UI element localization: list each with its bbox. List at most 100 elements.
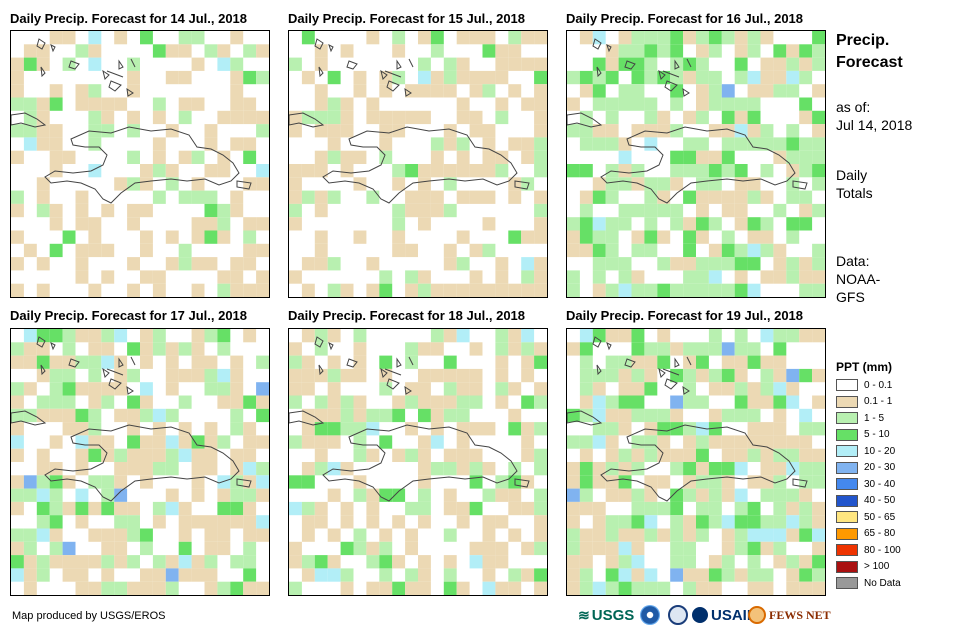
precip-cell bbox=[618, 475, 632, 489]
precip-cell bbox=[508, 230, 522, 244]
precip-cell bbox=[579, 581, 593, 595]
precip-cell bbox=[392, 243, 406, 258]
precip-cell bbox=[256, 581, 269, 595]
precip-cell bbox=[734, 70, 748, 85]
data-line1: Data: bbox=[836, 253, 870, 269]
precip-cell bbox=[760, 395, 774, 409]
precip-cell bbox=[773, 355, 787, 369]
precip-cell bbox=[152, 137, 166, 151]
precip-cell bbox=[418, 270, 431, 284]
precip-cell bbox=[786, 329, 800, 343]
precip-cell bbox=[708, 31, 722, 45]
precip-cell bbox=[734, 270, 748, 284]
precip-cell bbox=[605, 368, 619, 383]
precip-cell bbox=[696, 435, 709, 449]
precip-cell bbox=[618, 270, 632, 284]
precip-cell bbox=[618, 203, 632, 218]
precip-cell bbox=[521, 448, 535, 462]
precip-cell bbox=[230, 462, 244, 476]
precip-cell bbox=[152, 501, 166, 516]
precip-cell bbox=[482, 217, 496, 231]
legend-label: 65 - 80 bbox=[864, 528, 896, 539]
precip-cell bbox=[456, 408, 470, 423]
precip-cell bbox=[644, 568, 658, 582]
precip-cell bbox=[152, 270, 166, 284]
precip-cell bbox=[534, 462, 547, 476]
precip-cell bbox=[456, 382, 470, 396]
precip-cell bbox=[605, 515, 619, 529]
precip-cell bbox=[114, 448, 128, 462]
precip-cell bbox=[456, 501, 470, 516]
precip-cell bbox=[243, 435, 257, 449]
precip-cell bbox=[140, 568, 153, 582]
precip-cell bbox=[11, 97, 24, 111]
precip-cell bbox=[747, 342, 761, 356]
precip-cell bbox=[579, 84, 593, 98]
precip-cell bbox=[670, 97, 684, 111]
precip-cell bbox=[670, 124, 684, 138]
precip-cell bbox=[243, 329, 257, 343]
precip-cell bbox=[631, 408, 645, 423]
precip-cell bbox=[482, 555, 496, 569]
precip-cell bbox=[773, 501, 787, 516]
precip-cell bbox=[23, 57, 37, 71]
precip-cell bbox=[567, 270, 580, 284]
precip-cell bbox=[482, 581, 496, 595]
precip-cell bbox=[127, 462, 140, 476]
precip-cell bbox=[217, 44, 231, 58]
precip-cell bbox=[75, 435, 89, 449]
precip-cell bbox=[708, 150, 722, 164]
precip-cell bbox=[495, 70, 509, 85]
precip-cell bbox=[366, 515, 380, 529]
precip-cell bbox=[301, 355, 315, 369]
precip-cell bbox=[670, 257, 684, 271]
precip-cell bbox=[88, 355, 102, 369]
precip-cell bbox=[644, 57, 658, 71]
precip-cell bbox=[243, 581, 257, 595]
precip-cell bbox=[256, 355, 269, 369]
precip-cell bbox=[696, 422, 709, 436]
precip-cell bbox=[217, 395, 231, 409]
precip-cell bbox=[314, 395, 328, 409]
precip-cell bbox=[178, 44, 192, 58]
precip-cell bbox=[644, 515, 658, 529]
precip-cell bbox=[605, 395, 619, 409]
precip-cell bbox=[243, 177, 257, 191]
precip-cell bbox=[592, 270, 606, 284]
precip-cell bbox=[495, 342, 509, 356]
bahamas-outline bbox=[328, 44, 334, 53]
precip-cell bbox=[631, 270, 645, 284]
precip-cell bbox=[405, 395, 418, 409]
precip-cell bbox=[340, 110, 354, 125]
precip-cell bbox=[243, 541, 257, 556]
precip-cell bbox=[721, 84, 735, 98]
precip-cell bbox=[243, 70, 257, 85]
precip-cell bbox=[747, 422, 761, 436]
precip-cell bbox=[327, 368, 341, 383]
precip-cell bbox=[340, 408, 354, 423]
precip-cell bbox=[191, 230, 205, 244]
precip-cell bbox=[230, 515, 244, 529]
precip-cell bbox=[418, 217, 431, 231]
precip-cell bbox=[327, 257, 341, 271]
precip-cell bbox=[101, 382, 115, 396]
precip-cell bbox=[644, 44, 658, 58]
precip-cell bbox=[178, 555, 192, 569]
precip-cell bbox=[165, 382, 179, 396]
precip-cell bbox=[49, 203, 63, 218]
precip-cell bbox=[469, 501, 483, 516]
precip-cell bbox=[314, 110, 328, 125]
precip-cell bbox=[456, 97, 470, 111]
precip-cell bbox=[230, 448, 244, 462]
precip-cell bbox=[734, 528, 748, 542]
precip-cell bbox=[495, 257, 509, 271]
precip-cell bbox=[314, 57, 328, 71]
precip-cell bbox=[230, 382, 244, 396]
legend-item: 50 - 65 bbox=[836, 510, 895, 524]
precip-cell bbox=[495, 270, 509, 284]
precip-cell bbox=[799, 137, 813, 151]
precip-cell bbox=[618, 462, 632, 476]
precip-cell bbox=[482, 515, 496, 529]
precip-cell bbox=[670, 31, 684, 45]
precip-cell bbox=[256, 217, 269, 231]
